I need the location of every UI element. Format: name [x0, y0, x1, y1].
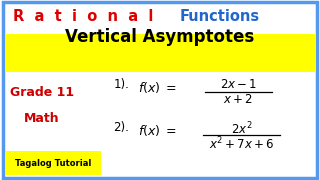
Text: R  a  t  i  o  n  a  l: R a t i o n a l — [13, 9, 153, 24]
Text: 1).: 1). — [114, 78, 130, 91]
Text: $2x-1$: $2x-1$ — [220, 78, 257, 91]
Text: Grade 11: Grade 11 — [10, 86, 74, 99]
Text: $2x^2$: $2x^2$ — [231, 121, 252, 137]
Bar — [5, 34, 315, 72]
Text: $x^2+7x+6$: $x^2+7x+6$ — [209, 136, 274, 153]
Text: $f(x)\;=$: $f(x)\;=$ — [138, 80, 176, 95]
Text: Math: Math — [24, 112, 60, 125]
Text: 2).: 2). — [114, 121, 130, 134]
Text: $f(x)\;=$: $f(x)\;=$ — [138, 123, 176, 138]
Bar — [5, 151, 101, 175]
Text: Vertical Asymptotes: Vertical Asymptotes — [65, 28, 255, 46]
Text: Tagalog Tutorial: Tagalog Tutorial — [15, 159, 91, 168]
Text: $x+2$: $x+2$ — [223, 93, 253, 106]
Text: Functions: Functions — [179, 9, 259, 24]
